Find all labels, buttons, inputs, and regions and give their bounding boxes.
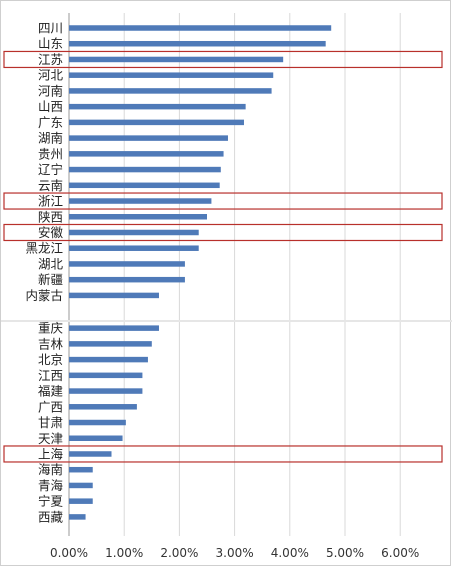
category-label: 河北 [38, 68, 64, 83]
category-label: 江西 [38, 368, 63, 383]
category-label: 新疆 [38, 272, 63, 287]
bar [69, 292, 159, 299]
category-label: 北京 [38, 352, 63, 367]
bar [69, 419, 126, 426]
bar [69, 56, 284, 63]
bar [69, 435, 123, 441]
category-label: 广西 [38, 399, 63, 414]
category-label: 海南 [38, 462, 63, 477]
x-tick-label: 5.00% [326, 546, 364, 560]
category-label: 宁夏 [38, 494, 64, 509]
bar [69, 103, 246, 110]
bars [69, 25, 332, 520]
bar [69, 261, 185, 267]
category-label: 福建 [38, 384, 64, 399]
category-label: 云南 [38, 178, 63, 193]
bar [69, 388, 143, 394]
category-label: 黑龙江 [25, 241, 63, 256]
gridlines [1, 13, 452, 536]
category-label: 河南 [38, 83, 63, 98]
bar [69, 25, 332, 31]
bar [69, 276, 185, 283]
bar [69, 245, 199, 251]
category-label: 江苏 [38, 52, 63, 67]
bar [69, 466, 93, 473]
bar [69, 341, 152, 347]
bar [69, 135, 228, 141]
category-label: 安徽 [38, 225, 64, 240]
bar [69, 166, 221, 173]
x-tick-label: 3.00% [216, 546, 254, 560]
bar [69, 72, 274, 78]
bar [69, 151, 224, 157]
bar [69, 451, 112, 457]
bar [69, 514, 86, 520]
bar [69, 325, 159, 331]
bar [69, 498, 93, 504]
category-label: 湖北 [38, 256, 64, 271]
bar [69, 119, 244, 126]
bar [69, 229, 199, 236]
highlight-boxes [3, 50, 443, 463]
x-tick-label: 0.00% [50, 546, 88, 560]
x-tick-label: 6.00% [381, 546, 419, 560]
category-label: 西藏 [38, 509, 64, 524]
category-label: 吉林 [38, 336, 64, 351]
category-label: 贵州 [38, 146, 63, 161]
x-tick-label: 2.00% [160, 546, 198, 560]
bar [69, 40, 326, 47]
category-label: 四川 [38, 21, 63, 36]
category-label: 天津 [38, 431, 63, 446]
category-label: 陕西 [38, 209, 63, 224]
highlight-box [3, 50, 443, 69]
x-tick-labels: 0.00% 1.00% 2.00% 3.00% 4.00% 5.00% 6.00% [50, 546, 419, 560]
bar [69, 214, 207, 220]
highlight-box [3, 445, 443, 463]
bar [69, 182, 220, 189]
category-label: 辽宁 [38, 162, 63, 177]
category-labels: 四川山东江苏河北河南山西广东湖南贵州辽宁云南浙江陕西安徽黑龙江湖北新疆内蒙古重庆… [25, 21, 63, 525]
bar [69, 404, 137, 410]
category-label: 山东 [38, 36, 63, 51]
bar [69, 198, 212, 204]
category-label: 广东 [38, 115, 63, 130]
category-label: 山西 [38, 99, 63, 114]
x-tick-label: 1.00% [105, 546, 143, 560]
bar [69, 482, 93, 489]
bar [69, 356, 148, 363]
highlight-box [3, 192, 443, 210]
highlight-box [3, 223, 443, 242]
category-label: 浙江 [38, 194, 63, 209]
category-label: 内蒙古 [25, 288, 63, 303]
category-label: 甘肃 [38, 415, 63, 430]
category-label: 青海 [38, 478, 64, 493]
bar [69, 372, 143, 379]
category-label: 重庆 [38, 321, 64, 336]
category-label: 湖南 [38, 131, 63, 146]
bar [69, 88, 272, 94]
category-label: 上海 [38, 446, 64, 461]
x-tick-label: 4.00% [271, 546, 309, 560]
